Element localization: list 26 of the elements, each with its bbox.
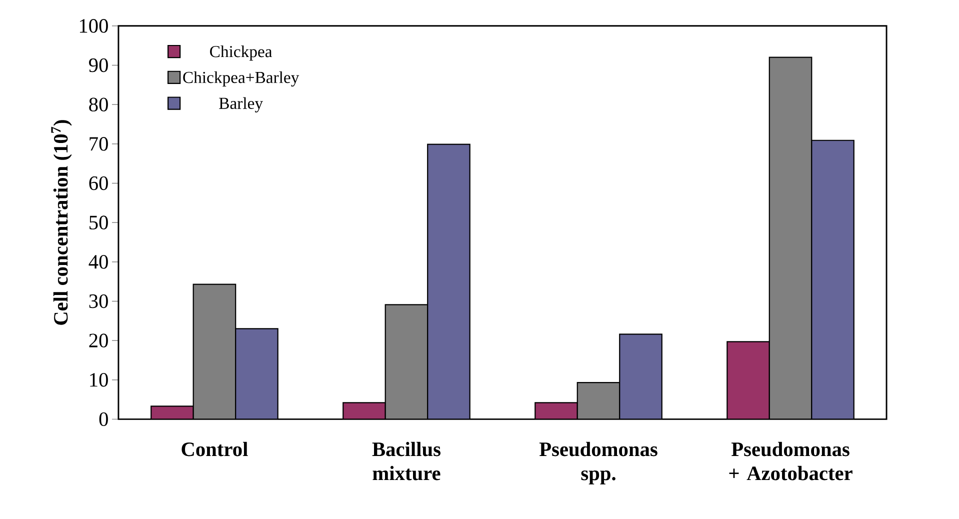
y-axis-title: Cell concentration (10$^{7}$) xyxy=(51,120,72,325)
y-tick-label: 100 xyxy=(80,18,108,33)
bar xyxy=(342,402,386,420)
legend-label: Barley xyxy=(219,97,263,112)
bar xyxy=(619,334,662,420)
legend-label: Chickpea+Barley xyxy=(183,71,300,86)
bar xyxy=(427,144,470,420)
y-tick-label: 20 xyxy=(89,334,108,348)
y-tick-label: 50 xyxy=(90,216,108,230)
bar xyxy=(726,341,770,420)
x-tick-label: Control xyxy=(182,442,248,456)
bar xyxy=(235,328,278,420)
y-tick-label: 90 xyxy=(89,58,108,72)
bar xyxy=(811,140,854,420)
y-tick-label: 80 xyxy=(89,98,108,112)
y-tick-label: 70 xyxy=(90,136,108,151)
bar xyxy=(534,402,578,420)
y-tick-label: 30 xyxy=(89,294,108,308)
x-tick-label: Pseudomonas spp. xyxy=(539,442,658,484)
y-tick-label: 60 xyxy=(89,176,108,190)
y-tick-label: 40 xyxy=(88,254,108,269)
legend-label: Chickpea xyxy=(210,45,272,61)
x-tick-label: Bacillus mixture xyxy=(372,442,441,480)
y-tick-label: 10 xyxy=(90,372,108,387)
x-tick-label: Pseudomonas + Azotobacter xyxy=(729,442,852,480)
y-tick-label: 0 xyxy=(99,412,108,426)
